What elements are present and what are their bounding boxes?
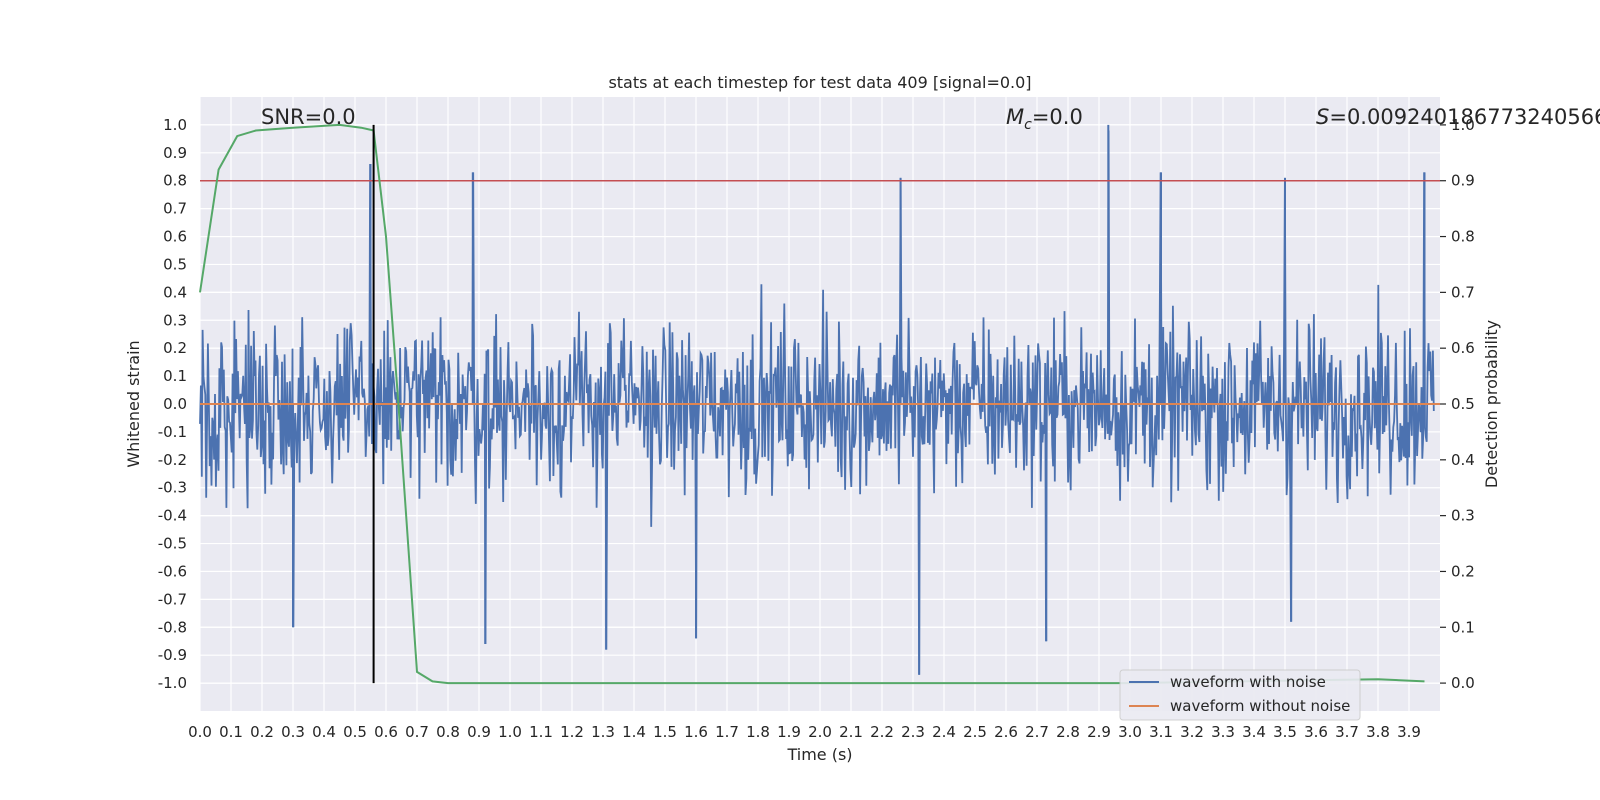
x-tick-label: 2.1 — [839, 723, 863, 741]
x-tick-label: 1.4 — [622, 723, 646, 741]
x-tick-label: 3.1 — [1149, 723, 1173, 741]
x-tick-label: 2.6 — [994, 723, 1018, 741]
x-axis-ticks: 0.0 0.1 0.2 0.3 0.4 0.5 0.6 0.7 0.8 0.9 1.0 1.1 1.2 1… — [188, 723, 1421, 741]
y2-tick-label: 0.9 — [1451, 172, 1475, 190]
y-tick-label: 0.7 — [163, 200, 187, 218]
y2-tick-label: 0.1 — [1451, 618, 1475, 636]
y-tick-label: -0.3 — [158, 479, 187, 497]
x-tick-label: 3.8 — [1366, 723, 1390, 741]
y-tick-label: -0.7 — [158, 590, 187, 608]
y-tick-label: 0.0 — [163, 395, 187, 413]
y-tick-label: 0.2 — [163, 339, 187, 357]
noise-waveform-path — [199, 130, 1435, 675]
statistic-value: =0.009240186773240566 — [1329, 105, 1600, 129]
y-tick-label: 0.4 — [163, 283, 187, 301]
x-tick-label: 0.7 — [405, 723, 429, 741]
x-tick-label: 0.0 — [188, 723, 212, 741]
y-tick-label: 0.5 — [163, 255, 187, 273]
y-tick-label: 0.6 — [163, 228, 187, 246]
x-tick-label: 1.9 — [777, 723, 801, 741]
legend-label-noise: waveform with noise — [1170, 673, 1326, 691]
legend-box — [1119, 669, 1361, 721]
x-tick-label: 2.5 — [963, 723, 987, 741]
x-tick-label: 3.5 — [1273, 723, 1297, 741]
y-tick-label: 0.8 — [163, 172, 187, 190]
chirp-mass-value: =0.0 — [1032, 105, 1083, 129]
x-tick-label: 3.6 — [1304, 723, 1328, 741]
x-tick-label: 0.5 — [343, 723, 367, 741]
legend-label-clean: waveform without noise — [1170, 697, 1350, 715]
x-tick-label: 0.2 — [250, 723, 274, 741]
x-tick-label: 2.0 — [808, 723, 832, 741]
y2-tick-label: 0.5 — [1451, 395, 1475, 413]
y2-tick-label: 0.6 — [1451, 339, 1475, 357]
y-tick-label: -0.8 — [158, 618, 187, 636]
x-tick-label: 0.6 — [374, 723, 398, 741]
x-tick-label: 2.2 — [870, 723, 894, 741]
x-tick-label: 2.8 — [1056, 723, 1080, 741]
x-tick-label: 0.9 — [467, 723, 491, 741]
x-axis-label: Time (s) — [786, 745, 852, 764]
y-axis-label: Whitened strain — [124, 340, 143, 467]
x-tick-label: 2.3 — [901, 723, 925, 741]
chirp-mass-symbol: M — [1006, 105, 1024, 129]
x-tick-label: 3.0 — [1118, 723, 1142, 741]
y2-tick-label: 0.2 — [1451, 562, 1475, 580]
chirp-mass-subscript: c — [1024, 117, 1032, 133]
x-tick-label: 2.9 — [1087, 723, 1111, 741]
x-tick-label: 1.0 — [498, 723, 522, 741]
x-tick-label: 1.8 — [746, 723, 770, 741]
y2-tick-label: 0.4 — [1451, 451, 1475, 469]
legend: waveform with noise waveform without noi… — [1119, 669, 1361, 721]
chart-title: stats at each timestep for test data 409… — [608, 73, 1031, 92]
x-tick-label: 1.2 — [560, 723, 584, 741]
right-axis-ticks: 1.0 0.9 0.8 0.7 0.6 0.5 0.4 0.3 0.2 0.1 0.0 — [1440, 116, 1475, 692]
x-tick-label: 0.1 — [219, 723, 243, 741]
y-tick-label: -0.2 — [158, 451, 187, 469]
y2-tick-label: 1.0 — [1451, 116, 1475, 134]
statistic-symbol: S — [1316, 105, 1329, 129]
y-tick-label: -0.5 — [158, 535, 187, 553]
y-tick-label: -0.6 — [158, 562, 187, 580]
y-tick-label: 0.3 — [163, 311, 187, 329]
y2-tick-label: 0.8 — [1451, 228, 1475, 246]
y2-axis-label: Detection probability — [1482, 320, 1501, 488]
x-tick-label: 1.1 — [529, 723, 553, 741]
x-tick-label: 1.6 — [684, 723, 708, 741]
y-tick-label: 0.9 — [163, 144, 187, 162]
y2-tick-label: 0.7 — [1451, 283, 1475, 301]
y-tick-label: -0.4 — [158, 507, 187, 525]
series-waveform-with-noise — [199, 124, 1435, 675]
x-tick-label: 3.2 — [1180, 723, 1204, 741]
x-tick-label: 2.7 — [1025, 723, 1049, 741]
y2-tick-label: 0.0 — [1451, 674, 1475, 692]
y-axis-ticks: 1.0 0.9 0.8 0.7 0.6 0.5 0.4 0.3 0.2 0.1 0.0 -0.1 -0.… — [158, 116, 187, 692]
x-tick-label: 2.4 — [932, 723, 956, 741]
x-tick-label: 1.5 — [653, 723, 677, 741]
x-tick-label: 3.7 — [1335, 723, 1359, 741]
y-tick-label: -1.0 — [158, 674, 187, 692]
y-tick-label: -0.9 — [158, 646, 187, 664]
y-tick-label: -0.1 — [158, 423, 187, 441]
x-tick-label: 0.3 — [281, 723, 305, 741]
x-tick-label: 3.9 — [1397, 723, 1421, 741]
y2-tick-label: 0.3 — [1451, 507, 1475, 525]
x-tick-label: 1.7 — [715, 723, 739, 741]
series-detection-probability — [199, 123, 1425, 685]
x-tick-label: 0.4 — [312, 723, 336, 741]
snr-annotation: SNR=0.0 — [261, 105, 356, 129]
x-tick-label: 3.4 — [1242, 723, 1266, 741]
y-tick-label: 0.1 — [163, 367, 187, 385]
x-tick-label: 0.8 — [436, 723, 460, 741]
x-tick-label: 3.3 — [1211, 723, 1235, 741]
x-tick-label: 1.3 — [591, 723, 615, 741]
y-tick-label: 1.0 — [163, 116, 187, 134]
chirp-mass-annotation: Mc=0.0 — [1006, 105, 1083, 133]
statistic-annotation: S=0.009240186773240566 — [1316, 105, 1600, 129]
